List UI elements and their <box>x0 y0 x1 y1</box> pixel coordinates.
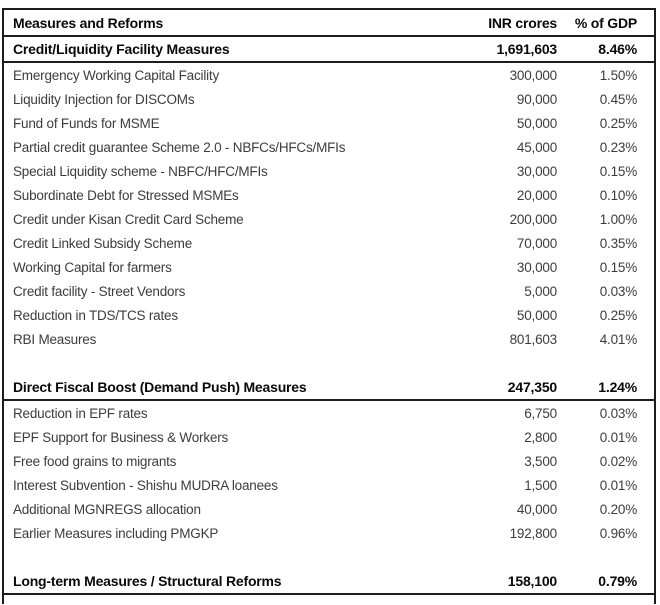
measure-pct-gdp: 0.03% <box>599 405 637 421</box>
measure-row: Earlier Measures including PMGKP 192,800… <box>3 521 655 545</box>
measure-amount: 192,800 <box>509 525 557 541</box>
measure-amount: 30,000 <box>516 259 557 275</box>
measure-row: Liquidity Injection for DISCOMs 90,000 0… <box>3 87 655 111</box>
measure-label: Reduction in EPF rates <box>13 405 148 421</box>
measure-pct-gdp: 4.01% <box>599 331 637 347</box>
measure-amount: 40,000 <box>516 501 557 517</box>
table-body: Credit/Liquidity Facility Measures 1,691… <box>3 36 655 604</box>
column-header-pct-gdp: % of GDP <box>557 9 655 37</box>
measure-pct-gdp: 0.79% <box>557 569 655 595</box>
measure-label: Additional MGNREGS allocation <box>13 501 201 517</box>
measure-pct-gdp: 1.50% <box>599 67 637 83</box>
measure-amount: 200,000 <box>509 211 557 227</box>
measure-row: Reduction in TDS/TCS rates 50,000 0.25% <box>3 303 655 327</box>
measure-row: Interest Subvention - Shishu MUDRA loane… <box>3 473 655 497</box>
measure-pct-gdp: 0.25% <box>599 307 637 323</box>
measure-label: Credit under Kisan Credit Card Scheme <box>13 211 244 227</box>
measure-amount: 5,000 <box>524 283 557 299</box>
measure-row: EPF Support for Business & Workers 2,800… <box>3 425 655 449</box>
measure-amount: 801,603 <box>509 331 557 347</box>
measure-row: Credit under Kisan Credit Card Scheme 20… <box>3 207 655 231</box>
measure-amount: 247,350 <box>436 375 557 401</box>
measure-label: Partial credit guarantee Scheme 2.0 - NB… <box>13 139 346 155</box>
measure-row: Special Liquidity scheme - NBFC/HFC/MFIs… <box>3 159 655 183</box>
measure-pct-gdp: 0.10% <box>599 187 637 203</box>
measure-row: Partial credit guarantee Scheme 2.0 - NB… <box>3 135 655 159</box>
fiscal-measures-table: Measures and Reforms INR crores % of GDP… <box>2 8 656 604</box>
measure-label: Credit/Liquidity Facility Measures <box>3 36 436 63</box>
measure-amount: 158,100 <box>436 569 557 595</box>
measure-amount: 30,000 <box>516 163 557 179</box>
measure-amount: 2,800 <box>524 429 557 445</box>
measure-row: Additional MGNREGS allocation 40,000 0.2… <box>3 497 655 521</box>
measure-label: Credit facility - Street Vendors <box>13 283 186 299</box>
column-header-inr-crores: INR crores <box>436 9 557 37</box>
measure-pct-gdp: 0.15% <box>599 259 637 275</box>
measure-row: Free food grains to migrants 3,500 0.02% <box>3 449 655 473</box>
column-header-measures: Measures and Reforms <box>3 9 436 37</box>
section-row: Long-term Measures / Structural Reforms … <box>3 569 655 595</box>
measure-pct-gdp: 0.01% <box>599 429 637 445</box>
measure-row: Working Capital for farmers 30,000 0.15% <box>3 255 655 279</box>
measure-pct-gdp: 8.46% <box>557 36 655 63</box>
measure-amount: 3,500 <box>524 453 557 469</box>
measure-amount: 300,000 <box>509 67 557 83</box>
measure-row: RBI Measures 801,603 4.01% <box>3 327 655 351</box>
measure-pct-gdp: 0.01% <box>599 477 637 493</box>
measure-label: Working Capital for farmers <box>13 259 172 275</box>
measure-label: Emergency Working Capital Facility <box>13 67 220 83</box>
measure-amount: 1,500 <box>524 477 557 493</box>
measure-pct-gdp: 0.35% <box>599 235 637 251</box>
measure-row: Reduction in EPF rates 6,750 0.03% <box>3 400 655 425</box>
measure-pct-gdp: 0.25% <box>599 115 637 131</box>
section-row: Credit/Liquidity Facility Measures 1,691… <box>3 36 655 63</box>
measure-label: Reduction in TDS/TCS rates <box>13 307 178 323</box>
measure-row: Subordinate Debt for Stressed MSMEs 20,0… <box>3 183 655 207</box>
measure-label: Credit Linked Subsidy Scheme <box>13 235 192 251</box>
measure-pct-gdp: 0.23% <box>599 139 637 155</box>
measure-row: Fund of Funds for MSME 50,000 0.25% <box>3 111 655 135</box>
measure-label: Interest Subvention - Shishu MUDRA loane… <box>13 477 278 493</box>
measure-row: Emergency Working Capital Facility 300,0… <box>3 62 655 87</box>
measure-pct-gdp: 0.02% <box>599 453 637 469</box>
measure-pct-gdp: 1.00% <box>599 211 637 227</box>
measure-amount: 70,000 <box>516 235 557 251</box>
measure-row: Credit facility - Street Vendors 5,000 0… <box>3 279 655 303</box>
measure-pct-gdp: 0.15% <box>599 163 637 179</box>
measure-pct-gdp: 0.20% <box>599 501 637 517</box>
measure-label: Fund of Funds for MSME <box>13 115 160 131</box>
measure-amount: 45,000 <box>516 139 557 155</box>
measure-label: Special Liquidity scheme - NBFC/HFC/MFIs <box>13 163 268 179</box>
section-row: Direct Fiscal Boost (Demand Push) Measur… <box>3 375 655 401</box>
measure-label: Direct Fiscal Boost (Demand Push) Measur… <box>3 375 436 401</box>
measure-label: Subordinate Debt for Stressed MSMEs <box>13 187 239 203</box>
cutoff-row <box>3 594 655 604</box>
measure-amount: 20,000 <box>516 187 557 203</box>
measure-pct-gdp: 0.96% <box>599 525 637 541</box>
spacer-row <box>3 351 655 375</box>
measure-label: Free food grains to migrants <box>13 453 177 469</box>
measure-amount: 90,000 <box>516 91 557 107</box>
measure-pct-gdp: 1.24% <box>557 375 655 401</box>
measure-label: Liquidity Injection for DISCOMs <box>13 91 195 107</box>
measure-label: Earlier Measures including PMGKP <box>13 525 219 541</box>
spacer-row <box>3 545 655 569</box>
measure-amount: 1,691,603 <box>436 36 557 63</box>
measure-label: EPF Support for Business & Workers <box>13 429 229 445</box>
measure-amount: 50,000 <box>516 115 557 131</box>
table-header-row: Measures and Reforms INR crores % of GDP <box>3 9 655 37</box>
measure-label: Long-term Measures / Structural Reforms <box>3 569 436 595</box>
measure-pct-gdp: 0.03% <box>599 283 637 299</box>
measure-row: Credit Linked Subsidy Scheme 70,000 0.35… <box>3 231 655 255</box>
measure-label: RBI Measures <box>13 331 97 347</box>
measure-amount: 50,000 <box>516 307 557 323</box>
measure-pct-gdp: 0.45% <box>599 91 637 107</box>
measure-amount: 6,750 <box>524 405 557 421</box>
